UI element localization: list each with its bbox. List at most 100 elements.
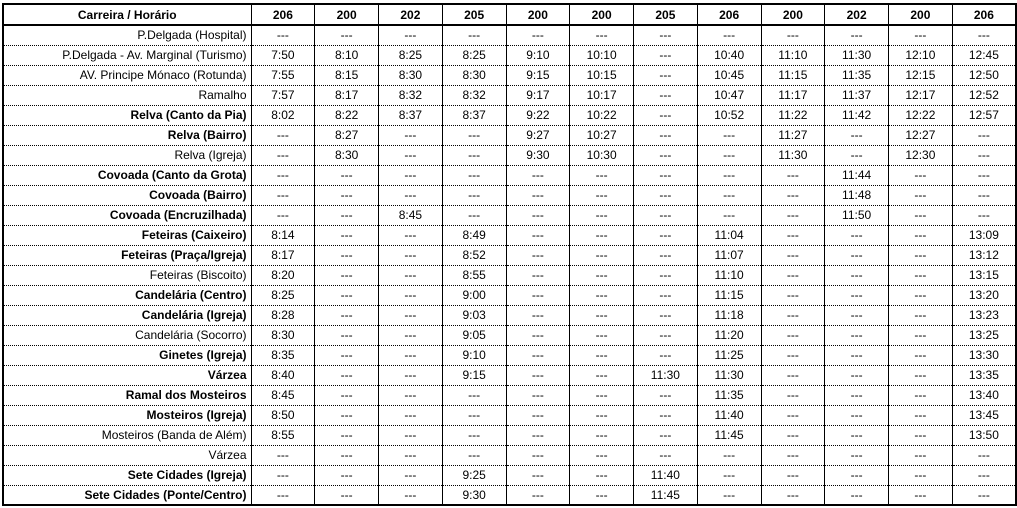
departure-time: 7:57 xyxy=(251,85,316,106)
departure-time: --- xyxy=(442,405,507,426)
departure-time: --- xyxy=(761,445,826,466)
departure-time: --- xyxy=(697,125,762,146)
table-row: P.Delgada - Av. Marginal (Turismo) 7:50 8:… xyxy=(3,45,1016,66)
departure-time: --- xyxy=(569,205,634,226)
departure-time: --- xyxy=(569,385,634,406)
departure-time: 12:17 xyxy=(888,85,953,106)
departure-time: --- xyxy=(633,45,698,66)
route-header: 200 xyxy=(888,4,953,26)
departure-time: 9:10 xyxy=(506,45,571,66)
departure-time: 8:28 xyxy=(251,305,316,326)
departure-time: --- xyxy=(697,205,762,226)
departure-time: --- xyxy=(569,25,634,46)
departure-time: 11:07 xyxy=(697,245,762,266)
departure-time: --- xyxy=(442,145,507,166)
route-header: 200 xyxy=(314,4,379,26)
departure-time: --- xyxy=(761,405,826,426)
departure-time: 11:45 xyxy=(697,425,762,446)
departure-time: 12:45 xyxy=(952,45,1016,66)
departure-time: --- xyxy=(314,25,379,46)
departure-time: --- xyxy=(506,25,571,46)
departure-time: 8:37 xyxy=(378,105,443,126)
departure-time: 10:40 xyxy=(697,45,762,66)
departure-time: --- xyxy=(824,325,889,346)
departure-time: --- xyxy=(314,405,379,426)
departure-time: 9:27 xyxy=(506,125,571,146)
departure-time: --- xyxy=(378,465,443,486)
table-row: Candelária (Igreja) 8:28 --- --- 9:03 --- --- -… xyxy=(3,305,1016,326)
departure-time: --- xyxy=(633,265,698,286)
departure-time: --- xyxy=(761,285,826,306)
departure-time: --- xyxy=(314,345,379,366)
departure-time: 11:15 xyxy=(697,285,762,306)
departure-time: 9:00 xyxy=(442,285,507,306)
departure-time: 8:27 xyxy=(314,125,379,146)
departure-time: 10:30 xyxy=(569,145,634,166)
departure-time: --- xyxy=(569,285,634,306)
departure-time: --- xyxy=(314,465,379,486)
departure-time: --- xyxy=(442,25,507,46)
departure-time: --- xyxy=(251,185,316,206)
departure-time: --- xyxy=(952,185,1016,206)
stop-name: Covoada (Canto da Grota) xyxy=(3,165,252,186)
departure-time: --- xyxy=(251,145,316,166)
departure-time: --- xyxy=(633,145,698,166)
departure-time: --- xyxy=(569,485,634,505)
departure-time: --- xyxy=(506,205,571,226)
departure-time: 13:30 xyxy=(952,345,1016,366)
table-row: Ginetes (Igreja) 8:35 --- --- 9:10 --- --- --- 1… xyxy=(3,345,1016,366)
departure-time: --- xyxy=(761,305,826,326)
departure-time: --- xyxy=(633,105,698,126)
table-row: Feteiras (Biscoito) 8:20 --- --- 8:55 --- --- -… xyxy=(3,265,1016,286)
table-row: Várzea --- --- --- --- --- --- --- --- --- --- --- -… xyxy=(3,445,1016,466)
departure-time: --- xyxy=(761,325,826,346)
departure-time: --- xyxy=(314,325,379,346)
departure-time: 8:45 xyxy=(251,385,316,406)
departure-time: 13:09 xyxy=(952,225,1016,246)
departure-time: --- xyxy=(824,385,889,406)
departure-time: --- xyxy=(761,385,826,406)
departure-time: --- xyxy=(761,205,826,226)
departure-time: --- xyxy=(633,65,698,86)
departure-time: 11:27 xyxy=(761,125,826,146)
departure-time: --- xyxy=(569,265,634,286)
departure-time: 12:27 xyxy=(888,125,953,146)
departure-time: --- xyxy=(633,125,698,146)
departure-time: 11:30 xyxy=(761,145,826,166)
departure-time: --- xyxy=(888,285,953,306)
departure-time: 13:40 xyxy=(952,385,1016,406)
departure-time: --- xyxy=(378,285,443,306)
departure-time: --- xyxy=(633,25,698,46)
departure-time: --- xyxy=(824,425,889,446)
departure-time: --- xyxy=(251,445,316,466)
header-row: Carreira / Horário 206 200 202 205 200 200 205… xyxy=(3,4,1016,26)
departure-time: --- xyxy=(633,225,698,246)
departure-time: --- xyxy=(633,285,698,306)
departure-time: --- xyxy=(952,465,1016,486)
departure-time: --- xyxy=(506,265,571,286)
departure-time: --- xyxy=(506,445,571,466)
departure-time: --- xyxy=(442,205,507,226)
stop-name: Feteiras (Biscoito) xyxy=(3,265,252,286)
departure-time: --- xyxy=(442,445,507,466)
departure-time: --- xyxy=(824,405,889,426)
departure-time: --- xyxy=(633,325,698,346)
departure-time: --- xyxy=(888,445,953,466)
route-header: 206 xyxy=(952,4,1016,26)
departure-time: 12:57 xyxy=(952,105,1016,126)
route-header: 200 xyxy=(761,4,826,26)
departure-time: 8:30 xyxy=(378,65,443,86)
departure-time: 10:15 xyxy=(569,65,634,86)
table-row: Covoada (Encruzilhada) --- --- 8:45 --- --- --… xyxy=(3,205,1016,226)
departure-time: --- xyxy=(314,205,379,226)
departure-time: 9:25 xyxy=(442,465,507,486)
departure-time: 9:15 xyxy=(442,365,507,386)
table-row: Sete Cidades (Ponte/Centro) --- --- --- 9:30… xyxy=(3,485,1016,505)
route-header: 205 xyxy=(442,4,507,26)
departure-time: --- xyxy=(506,485,571,505)
departure-time: --- xyxy=(888,325,953,346)
departure-time: 13:15 xyxy=(952,265,1016,286)
departure-time: --- xyxy=(633,425,698,446)
departure-time: --- xyxy=(888,385,953,406)
departure-time: 11:30 xyxy=(633,365,698,386)
